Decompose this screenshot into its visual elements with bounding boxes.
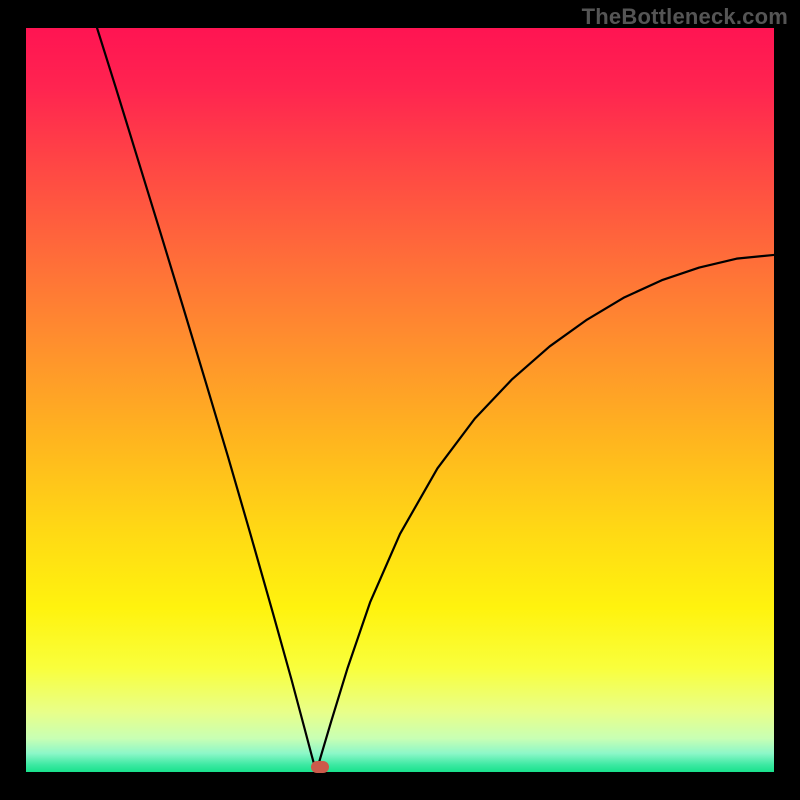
optimal-point-marker <box>311 761 329 773</box>
plot-area <box>26 28 774 772</box>
plot-svg <box>26 28 774 772</box>
heat-gradient-background <box>26 28 774 772</box>
chart-container: TheBottleneck.com <box>0 0 800 800</box>
watermark-text: TheBottleneck.com <box>582 4 788 30</box>
